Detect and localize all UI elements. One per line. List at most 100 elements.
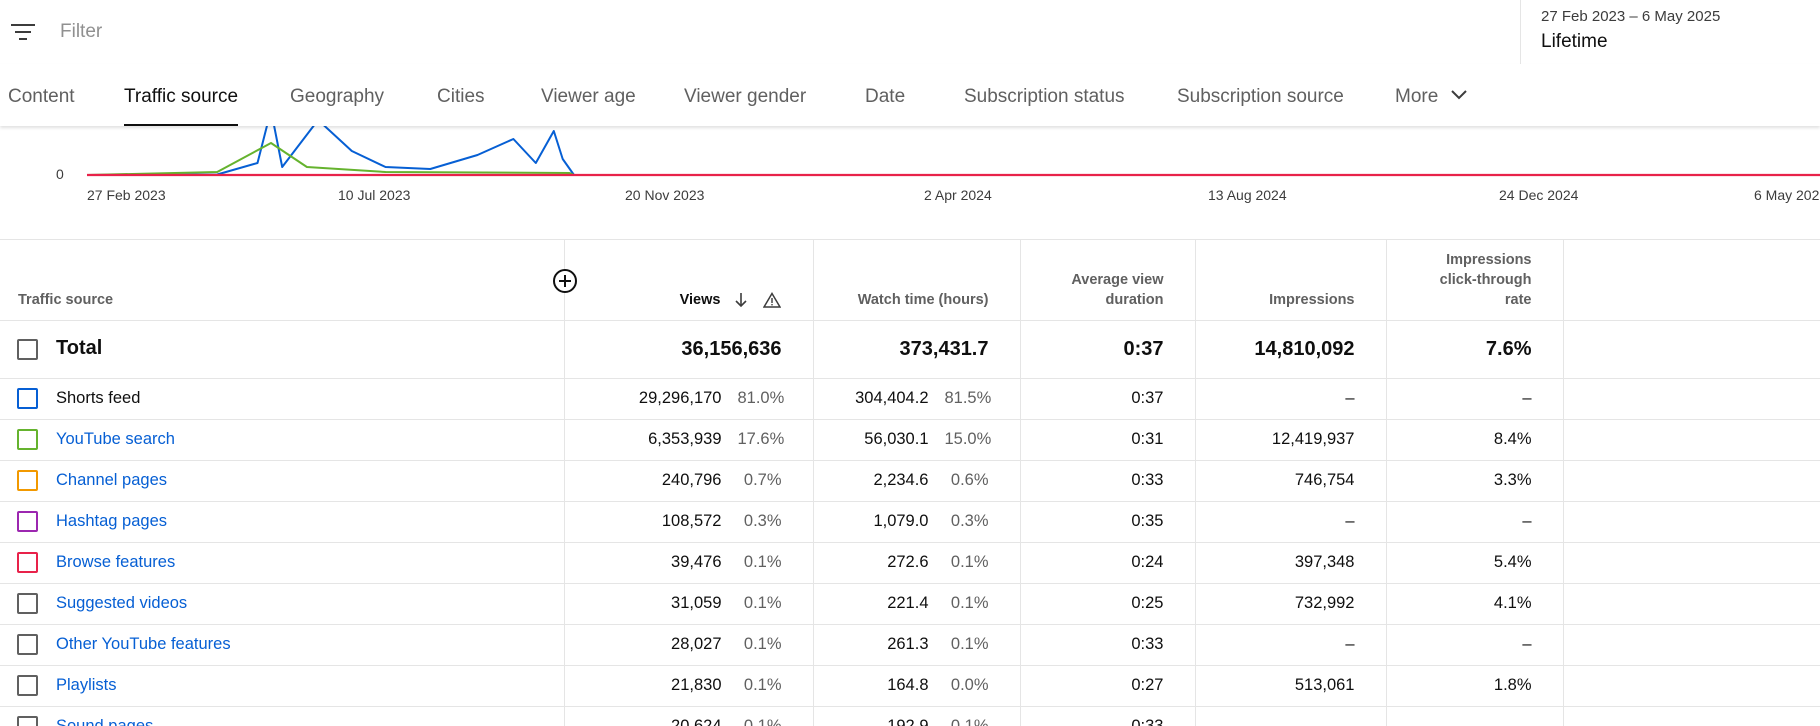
source-label-playlists[interactable]: Playlists <box>56 676 117 694</box>
table-row: Playlists 21,830 0.1% 164.8 0.0% 0:27 513,061 1… <box>0 665 1820 707</box>
source-label-other-youtube-features[interactable]: Other YouTube features <box>56 635 231 653</box>
impressions-cell: – <box>1195 706 1387 726</box>
total-impressions: 14,810,092 <box>1195 320 1387 379</box>
empty-cell <box>1563 419 1820 461</box>
add-metric-icon[interactable] <box>552 268 578 294</box>
empty-cell <box>1563 460 1820 502</box>
source-label-shorts-feed: Shorts feed <box>56 389 141 407</box>
watch-time-percent: 0.1% <box>950 553 989 571</box>
warning-icon[interactable] <box>762 291 781 308</box>
source-label-sound-pages[interactable]: Sound pages <box>56 717 154 726</box>
watch-time-percent: 15.0% <box>944 430 992 448</box>
tab-subscription-source[interactable]: Subscription source <box>1177 86 1344 107</box>
column-header-average-view-duration[interactable]: Average view duration <box>1020 240 1196 321</box>
table-row: YouTube search 6,353,939 17.6% 56,030.1 15.0… <box>0 419 1820 461</box>
tab-date[interactable]: Date <box>865 86 906 107</box>
chart-x-tick: 2 Apr 2024 <box>924 187 992 203</box>
column-header-traffic-source[interactable]: Traffic source <box>0 240 577 321</box>
row-checkbox-browse-features[interactable] <box>17 552 38 573</box>
row-checkbox-playlists[interactable] <box>17 675 38 696</box>
row-checkbox-sound-pages[interactable] <box>17 716 38 726</box>
total-checkbox[interactable] <box>17 338 38 360</box>
empty-cell <box>1563 320 1820 379</box>
column-header-impressions[interactable]: Impressions <box>1195 240 1387 321</box>
tab-traffic-source[interactable]: Traffic source <box>124 64 239 126</box>
tab-cities[interactable]: Cities <box>437 86 485 107</box>
views-cell: 31,059 0.1% <box>564 583 814 625</box>
column-header-views[interactable]: Views <box>564 240 814 321</box>
watch-time-percent: 0.1% <box>950 594 989 612</box>
row-checkbox-shorts-feed[interactable] <box>17 388 38 409</box>
column-header-watch-time[interactable]: Watch time (hours) <box>813 240 1021 321</box>
column-header-label: Views <box>679 291 721 308</box>
source-label-browse-features[interactable]: Browse features <box>56 553 176 571</box>
chart-x-tick: 27 Feb 2023 <box>87 187 166 203</box>
source-label-hashtag-pages[interactable]: Hashtag pages <box>56 512 167 530</box>
empty-cell <box>1563 624 1820 666</box>
tab-more[interactable]: More <box>1395 64 1468 126</box>
table-row: Channel pages 240,796 0.7% 2,234.6 0.6% 0:33 7… <box>0 460 1820 502</box>
ctr-cell: – <box>1386 706 1564 726</box>
row-checkbox-youtube-search[interactable] <box>17 429 38 450</box>
date-range-period: Lifetime <box>1541 31 1608 52</box>
source-label-suggested-videos[interactable]: Suggested videos <box>56 594 188 612</box>
empty-cell <box>1563 706 1820 726</box>
source-cell: Channel pages <box>0 460 565 502</box>
watch-time-value: 272.6 <box>887 553 929 571</box>
ctr-cell: – <box>1386 378 1564 420</box>
watch-time-percent: 0.0% <box>950 676 989 694</box>
views-value: 28,027 <box>671 635 722 653</box>
impressions-cell: 513,061 <box>1195 665 1387 707</box>
table-row: Sound pages 20,624 0.1% 192.9 0.1% 0:33– – <box>0 706 1820 726</box>
source-label-channel-pages[interactable]: Channel pages <box>56 471 168 489</box>
tab-content[interactable]: Content <box>8 86 75 107</box>
watch-time-cell: 56,030.1 15.0% <box>813 419 1021 461</box>
views-percent: 81.0% <box>737 389 785 407</box>
views-value: 21,830 <box>671 676 722 694</box>
watch-time-cell: 304,404.2 81.5% <box>813 378 1021 420</box>
avg-duration-cell: 0:24 <box>1020 542 1196 584</box>
chart-x-tick: 10 Jul 2023 <box>338 187 411 203</box>
watch-time-value: 221.4 <box>887 594 929 612</box>
column-header-label: rate <box>1504 291 1532 308</box>
views-cell: 21,830 0.1% <box>564 665 814 707</box>
source-label-youtube-search[interactable]: YouTube search <box>56 430 175 448</box>
avg-duration-cell: 0:33 <box>1020 706 1196 726</box>
tab-geography[interactable]: Geography <box>290 86 385 107</box>
row-checkbox-other-youtube-features[interactable] <box>17 634 38 655</box>
row-checkbox-hashtag-pages[interactable] <box>17 511 38 532</box>
chart-x-tick: 6 May 2025 <box>1754 187 1820 203</box>
row-checkbox-channel-pages[interactable] <box>17 470 38 491</box>
chart-x-tick: 20 Nov 2023 <box>625 187 705 203</box>
views-value: 39,476 <box>671 553 722 571</box>
table-row: Suggested videos 31,059 0.1% 221.4 0.1% 0:25 7… <box>0 583 1820 625</box>
tab-more-label: More <box>1395 86 1439 107</box>
source-cell: Browse features <box>0 542 565 584</box>
filter-input[interactable] <box>58 16 658 48</box>
table-row: Other YouTube features 28,027 0.1% 261.3 0.1… <box>0 624 1820 666</box>
views-value: 31,059 <box>671 594 722 612</box>
chart-y-tick: 0 <box>56 166 64 182</box>
column-header-label: click-through <box>1439 271 1532 288</box>
empty-cell <box>1563 583 1820 625</box>
tab-viewer-age[interactable]: Viewer age <box>541 86 636 107</box>
date-range-selector[interactable]: 27 Feb 2023 – 6 May 2025 Lifetime <box>1520 0 1820 64</box>
watch-time-value: 164.8 <box>887 676 929 694</box>
watch-time-cell: 221.4 0.1% <box>813 583 1021 625</box>
tab-bar: Content Traffic source Geography Cities … <box>0 64 1820 126</box>
tab-subscription-status[interactable]: Subscription status <box>964 86 1125 107</box>
sort-down-arrow-icon[interactable] <box>734 292 748 308</box>
impressions-cell: 746,754 <box>1195 460 1387 502</box>
avg-duration-cell: 0:35 <box>1020 501 1196 543</box>
tab-viewer-gender[interactable]: Viewer gender <box>684 86 807 107</box>
watch-time-percent: 0.6% <box>950 471 989 489</box>
column-header-impressions-ctr[interactable]: Impressions click-through rate <box>1386 240 1564 321</box>
ctr-cell: 4.1% <box>1386 583 1564 625</box>
filter-icon[interactable] <box>10 20 36 44</box>
row-checkbox-suggested-videos[interactable] <box>17 593 38 614</box>
empty-cell <box>1563 665 1820 707</box>
empty-cell <box>1563 501 1820 543</box>
chart-x-tick: 13 Aug 2024 <box>1208 187 1287 203</box>
total-cell: Total <box>0 320 565 379</box>
views-percent: 0.1% <box>743 553 782 571</box>
